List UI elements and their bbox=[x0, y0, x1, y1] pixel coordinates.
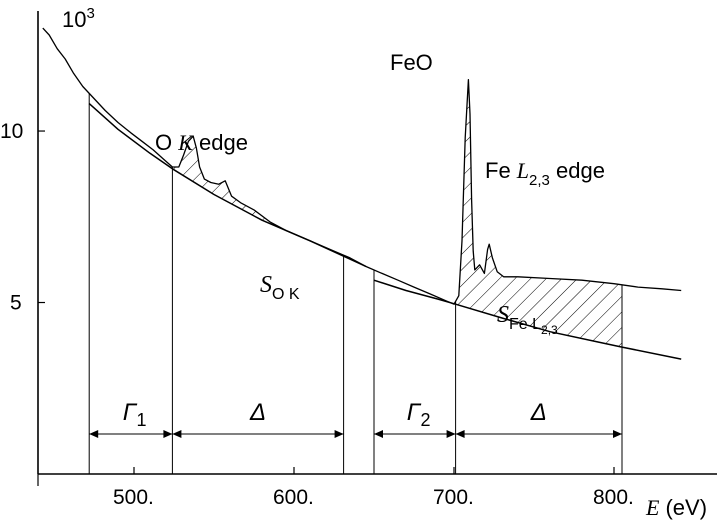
background-fit-o-k-line bbox=[88, 103, 367, 268]
window-arrow-head-left bbox=[374, 430, 383, 438]
window-label-3: Γ2 bbox=[407, 399, 431, 430]
window-arrow-head-left bbox=[172, 430, 182, 438]
y-tick-label: 10 bbox=[0, 120, 23, 143]
fe-l23-edge-label: Fe L2,3 edge bbox=[485, 158, 605, 189]
x-axis-label: E (eV) bbox=[645, 495, 707, 520]
window-arrows-layer: Γ1 Δ Γ2 Δ bbox=[89, 399, 622, 438]
x-tick-label: 700. bbox=[433, 486, 474, 509]
y-tick-label: 5 bbox=[10, 292, 22, 315]
series-layer bbox=[42, 27, 682, 360]
o-k-edge-label: O K edge bbox=[155, 130, 248, 155]
window-arrow-head-right bbox=[163, 430, 173, 438]
shaded-region-fe-l23 bbox=[455, 79, 622, 348]
shaded-region-o-k bbox=[172, 136, 344, 257]
window-label-2: Δ bbox=[249, 399, 266, 426]
window-label-1: Γ1 bbox=[123, 399, 147, 430]
ticks-layer: 500. 600. 700. 800. 5 10 bbox=[0, 120, 634, 509]
y-multiplier-label: 103 bbox=[62, 5, 95, 32]
x-tick-label: 500. bbox=[113, 486, 154, 509]
window-arrow-head-left bbox=[89, 430, 99, 438]
background-fit-fe-l23-line bbox=[373, 279, 682, 360]
chart-title: FeO bbox=[390, 50, 433, 75]
window-label-4: Δ bbox=[530, 399, 547, 426]
x-tick-label: 800. bbox=[593, 486, 634, 509]
window-arrow-head-left bbox=[455, 430, 465, 438]
shading-layer bbox=[172, 79, 622, 348]
s-fe-l23-label: SFe L2,3 bbox=[497, 302, 558, 337]
s-o-k-label: SO K bbox=[260, 272, 300, 303]
window-arrow-head-right bbox=[446, 430, 456, 438]
window-arrow-head-right bbox=[334, 430, 344, 438]
window-arrow-head-right bbox=[613, 430, 622, 438]
x-tick-label: 600. bbox=[273, 486, 314, 509]
window-lines-layer bbox=[88, 93, 623, 474]
